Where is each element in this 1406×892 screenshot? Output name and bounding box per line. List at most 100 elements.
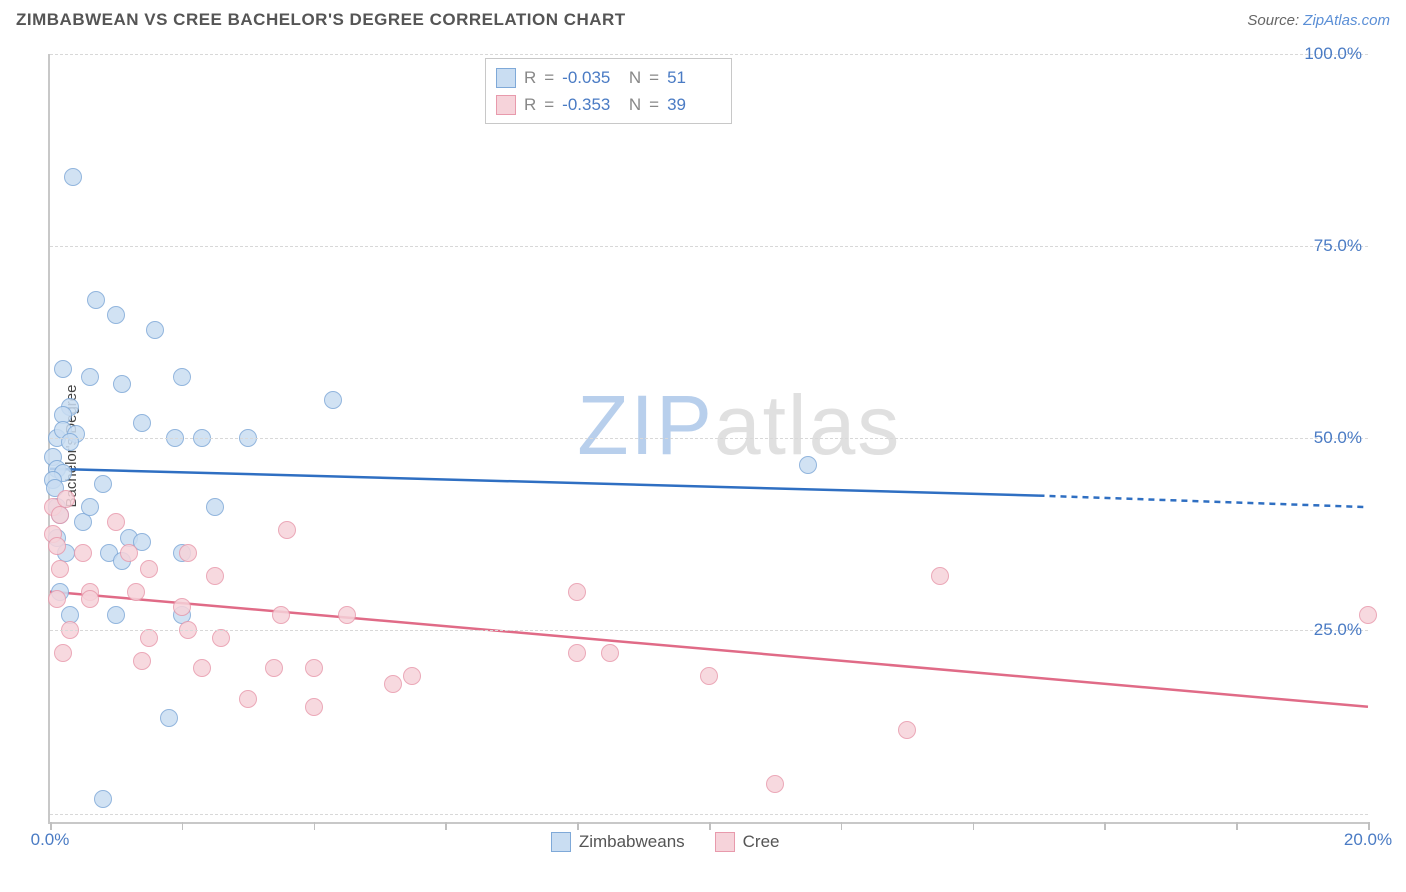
data-point — [54, 644, 72, 662]
data-point — [94, 790, 112, 808]
data-point — [74, 544, 92, 562]
data-point — [568, 644, 586, 662]
stat-eq: = — [544, 64, 554, 91]
y-tick-label: 25.0% — [1314, 620, 1362, 640]
x-tick-mark — [841, 822, 843, 830]
data-point — [898, 721, 916, 739]
data-point — [61, 433, 79, 451]
data-point — [173, 368, 191, 386]
legend-label: Cree — [743, 832, 780, 852]
data-point — [48, 590, 66, 608]
stat-r-value: -0.353 — [562, 91, 616, 118]
data-point — [568, 583, 586, 601]
stat-eq: = — [544, 91, 554, 118]
data-point — [160, 709, 178, 727]
x-tick-mark — [1368, 822, 1370, 830]
data-point — [212, 629, 230, 647]
gridline-h — [50, 54, 1368, 55]
data-point — [272, 606, 290, 624]
data-point — [81, 498, 99, 516]
header: ZIMBABWEAN VS CREE BACHELOR'S DEGREE COR… — [0, 0, 1406, 36]
data-point — [403, 667, 421, 685]
data-point — [57, 490, 75, 508]
gridline-h — [50, 246, 1368, 247]
stat-n-value: 39 — [667, 91, 721, 118]
stat-n-value: 51 — [667, 64, 721, 91]
x-tick-mark — [50, 822, 52, 830]
data-point — [107, 306, 125, 324]
data-point — [173, 598, 191, 616]
data-point — [206, 567, 224, 585]
stat-n-label: N — [624, 91, 641, 118]
x-tick-mark — [445, 822, 447, 830]
stat-r-value: -0.035 — [562, 64, 616, 91]
data-point — [305, 659, 323, 677]
data-point — [94, 475, 112, 493]
data-point — [133, 414, 151, 432]
data-point — [54, 360, 72, 378]
stat-r-label: R — [524, 91, 536, 118]
data-point — [51, 560, 69, 578]
legend-swatch — [551, 832, 571, 852]
source-name: ZipAtlas.com — [1303, 12, 1390, 29]
legend-swatch — [715, 832, 735, 852]
stat-eq: = — [649, 91, 659, 118]
stat-r-label: R — [524, 64, 536, 91]
data-point — [278, 521, 296, 539]
data-point — [384, 675, 402, 693]
stat-n-label: N — [624, 64, 641, 91]
x-tick-mark — [1236, 822, 1238, 830]
data-point — [64, 168, 82, 186]
data-point — [324, 391, 342, 409]
stats-box: R = -0.035 N = 51 R = -0.353 N = 39 — [485, 58, 732, 124]
stats-swatch — [496, 95, 516, 115]
data-point — [305, 698, 323, 716]
legend-item: Zimbabweans — [551, 832, 685, 852]
x-tick-mark — [577, 822, 579, 830]
data-point — [265, 659, 283, 677]
data-point — [146, 321, 164, 339]
x-tick-label: 0.0% — [31, 830, 70, 850]
x-tick-mark — [314, 822, 316, 830]
data-point — [799, 456, 817, 474]
stats-row: R = -0.035 N = 51 — [496, 64, 721, 91]
data-point — [239, 690, 257, 708]
data-point — [206, 498, 224, 516]
source: Source: ZipAtlas.com — [1247, 12, 1390, 29]
x-tick-label: 20.0% — [1344, 830, 1392, 850]
data-point — [107, 513, 125, 531]
source-label: Source: — [1247, 12, 1299, 29]
gridline-h — [50, 438, 1368, 439]
data-point — [338, 606, 356, 624]
data-point — [931, 567, 949, 585]
data-point — [48, 537, 66, 555]
chart-title: ZIMBABWEAN VS CREE BACHELOR'S DEGREE COR… — [16, 10, 626, 30]
data-point — [107, 606, 125, 624]
x-tick-mark — [973, 822, 975, 830]
y-tick-label: 100.0% — [1304, 44, 1362, 64]
data-point — [140, 560, 158, 578]
x-tick-mark — [182, 822, 184, 830]
data-point — [133, 652, 151, 670]
data-point — [127, 583, 145, 601]
legend-label: Zimbabweans — [579, 832, 685, 852]
gridline-h — [50, 814, 1368, 815]
data-point — [700, 667, 718, 685]
x-tick-mark — [1104, 822, 1106, 830]
chart-area: ZIPatlas R=-0.035 N=51R=-0.353 N=39 Zimb… — [48, 54, 1368, 824]
gridline-h — [50, 630, 1368, 631]
data-point — [140, 629, 158, 647]
y-tick-label: 50.0% — [1314, 428, 1362, 448]
data-point — [120, 544, 138, 562]
data-point — [81, 368, 99, 386]
data-point — [193, 659, 211, 677]
stats-swatch — [496, 68, 516, 88]
data-point — [51, 506, 69, 524]
data-point — [74, 513, 92, 531]
x-tick-mark — [709, 822, 711, 830]
legend: Zimbabweans Cree — [551, 832, 780, 852]
data-point — [113, 375, 131, 393]
y-tick-label: 75.0% — [1314, 236, 1362, 256]
data-point — [766, 775, 784, 793]
stat-eq: = — [649, 64, 659, 91]
